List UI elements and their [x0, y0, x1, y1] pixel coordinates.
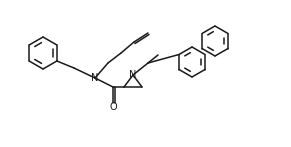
Text: O: O — [109, 102, 117, 112]
Text: N: N — [91, 73, 99, 83]
Text: N: N — [129, 70, 137, 80]
